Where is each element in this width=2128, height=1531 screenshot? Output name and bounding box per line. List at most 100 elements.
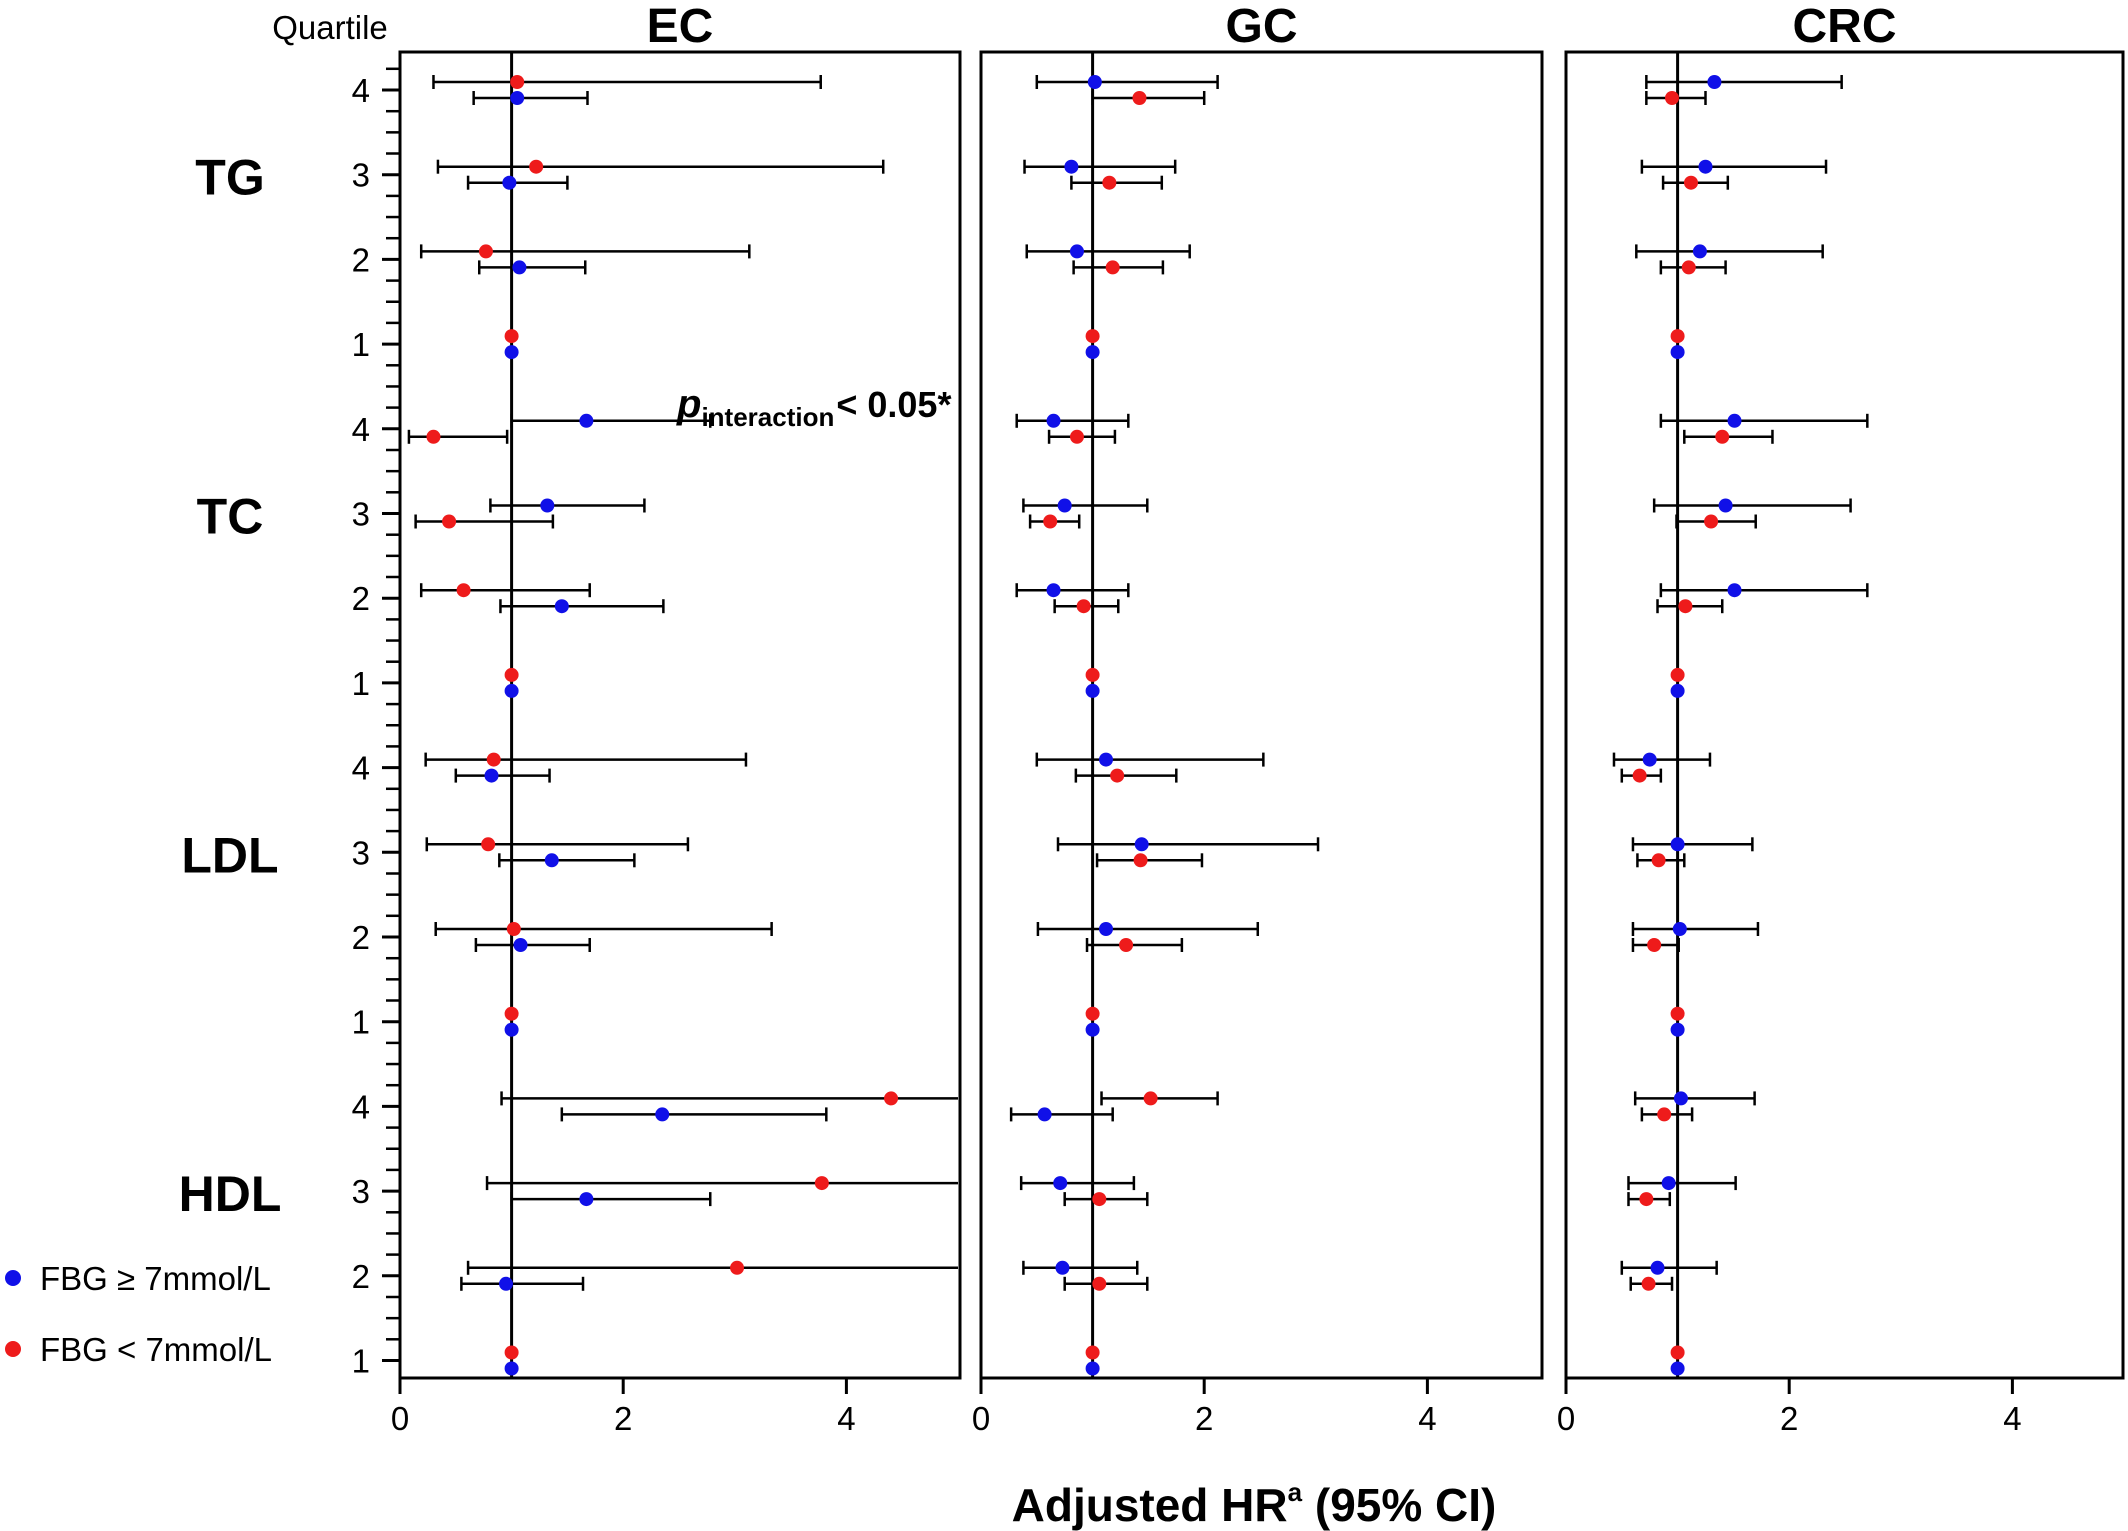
series-blue: [1659, 583, 1869, 598]
series-red: [434, 922, 773, 936]
quartile-label: 1: [352, 1004, 370, 1041]
point-estimate: [1064, 159, 1079, 174]
row-tg-q4: [1645, 75, 1843, 105]
series-blue: [504, 683, 519, 698]
x-tick-label: 4: [837, 1400, 855, 1437]
point-estimate: [1715, 429, 1730, 444]
series-blue: [454, 768, 551, 783]
quartile-label: 3: [352, 834, 370, 871]
point-estimate: [540, 498, 555, 513]
point-estimate: [1650, 1260, 1665, 1275]
point-estimate: [1105, 260, 1120, 275]
x-tick-label: 2: [1780, 1400, 1798, 1437]
row-ldl-q3: [1631, 837, 1754, 868]
point-estimate: [579, 1192, 594, 1207]
quartile-label: 4: [352, 411, 370, 448]
row-hdl-q3: [1627, 1176, 1737, 1207]
series-red: [1085, 938, 1184, 952]
series-blue: [1035, 75, 1219, 89]
series-blue: [498, 853, 636, 868]
point-estimate: [1102, 175, 1117, 190]
point-estimate: [504, 1022, 519, 1037]
legend: FBG ≥ 7mmol/L FBG < 7mmol/L: [5, 1260, 272, 1368]
series-blue: [1633, 1091, 1756, 1106]
series-red: [1670, 667, 1685, 682]
series-blue: [472, 91, 589, 105]
series-blue: [1023, 159, 1177, 174]
series-blue: [1025, 244, 1191, 259]
series-red: [424, 752, 748, 767]
point-estimate: [478, 244, 493, 259]
point-estimate: [1692, 244, 1707, 259]
point-estimate: [1632, 768, 1647, 783]
point-estimate: [504, 345, 519, 360]
series-blue: [504, 1022, 519, 1037]
panel-title: EC: [647, 0, 714, 53]
point-estimate: [1670, 1361, 1685, 1376]
series-red: [504, 329, 519, 344]
panels: EC 0 2 4 GC 0 2 4 CRC 0 2 4: [391, 0, 2125, 1437]
series-red: [1645, 91, 1707, 105]
panel-gc: GC 0 2 4: [972, 0, 1544, 1437]
series-red: [1085, 1006, 1100, 1021]
row-hdl-q1: [504, 1345, 519, 1376]
row-ldl-q1: [504, 1006, 519, 1037]
row-tg-q2: [419, 244, 751, 275]
point-estimate: [1727, 413, 1742, 428]
series-red: [1072, 260, 1165, 275]
row-tc-q1: [504, 667, 519, 698]
point-estimate: [1043, 514, 1058, 529]
point-estimate: [1698, 159, 1713, 174]
series-red: [1631, 938, 1680, 952]
series-red: [1636, 853, 1686, 868]
series-blue: [499, 599, 665, 614]
point-estimate: [1670, 683, 1685, 698]
series-red: [1047, 429, 1117, 444]
point-estimate: [1641, 1276, 1656, 1291]
row-ldl-q4: [424, 752, 748, 783]
point-estimate: [1670, 329, 1685, 344]
row-hdl-q3: [485, 1176, 958, 1207]
annotation-sub: interaction: [701, 402, 834, 432]
panel-title: CRC: [1793, 0, 1897, 53]
panel-frame: [398, 50, 962, 1380]
point-estimate: [481, 837, 496, 852]
quartile-label: 3: [352, 496, 370, 533]
point-estimate: [1085, 1022, 1100, 1037]
row-tg-q3: [1023, 159, 1177, 190]
point-estimate: [1727, 583, 1742, 598]
point-estimate: [1132, 91, 1147, 105]
point-estimate: [1661, 1176, 1676, 1191]
x-tick-label: 0: [391, 1400, 409, 1437]
x-axis-title-sup: a: [1288, 1477, 1303, 1507]
series-red: [1100, 1091, 1219, 1106]
point-estimate: [1085, 683, 1100, 698]
series-blue: [1631, 922, 1760, 936]
series-blue: [1631, 837, 1754, 852]
legend-marker: [5, 1341, 21, 1357]
point-estimate: [484, 768, 499, 783]
series-red: [1640, 1107, 1694, 1122]
series-blue: [1036, 922, 1260, 936]
point-estimate: [456, 583, 471, 598]
point-estimate: [1651, 853, 1666, 868]
row-tc-q2: [419, 583, 665, 614]
point-estimate: [1085, 345, 1100, 360]
series-red: [466, 1260, 958, 1275]
x-tick-label: 4: [2003, 1400, 2021, 1437]
series-blue: [504, 345, 519, 360]
series-red: [504, 1345, 519, 1360]
series-blue: [1635, 244, 1824, 259]
point-estimate: [544, 853, 559, 868]
point-estimate: [512, 260, 527, 275]
point-estimate: [1683, 175, 1698, 190]
series-blue: [1620, 1260, 1718, 1275]
series-red: [1085, 667, 1100, 682]
point-estimate: [1037, 1107, 1052, 1122]
point-estimate: [1707, 75, 1722, 89]
series-red: [1683, 429, 1774, 444]
point-estimate: [1639, 1192, 1654, 1207]
series-red: [436, 159, 885, 174]
panel-frame: [1564, 50, 2125, 1380]
x-axis-title: Adjusted HRa (95% CI): [1012, 1477, 1497, 1531]
